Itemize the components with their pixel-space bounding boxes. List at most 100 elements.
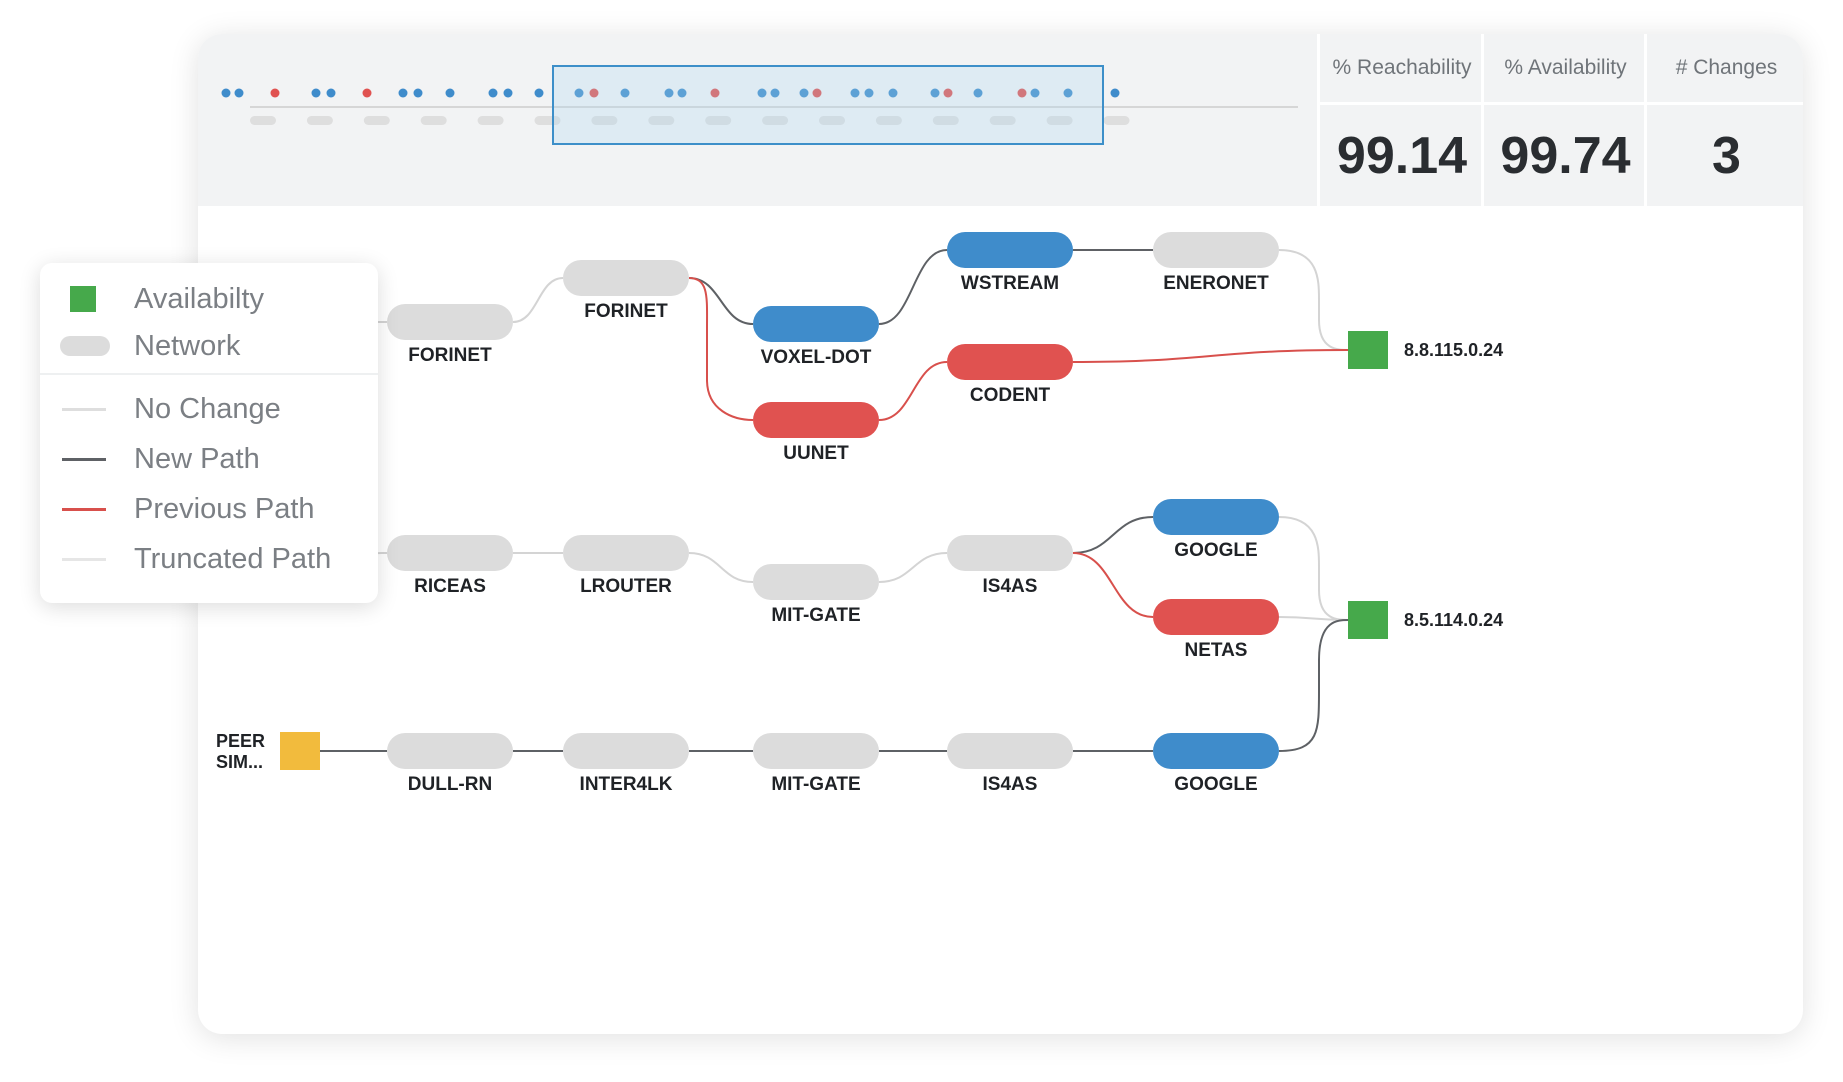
network-node-pill[interactable]: [753, 306, 879, 342]
network-node[interactable]: DULL-RN: [387, 733, 513, 795]
timeline-event-dot[interactable]: [503, 88, 513, 98]
timeline-event-dot[interactable]: [221, 88, 231, 98]
timeline-event-dot[interactable]: [589, 88, 599, 98]
timeline-event-dot[interactable]: [973, 88, 983, 98]
network-node-pill[interactable]: [947, 733, 1073, 769]
timeline-strip[interactable]: [198, 34, 1318, 206]
network-node-pill[interactable]: [1153, 232, 1279, 268]
network-node[interactable]: IS4AS: [947, 733, 1073, 795]
timeline-period-bar[interactable]: [420, 116, 447, 125]
network-node-pill[interactable]: [947, 535, 1073, 571]
destination-prefix[interactable]: 8.5.114.0.24: [1348, 601, 1503, 639]
network-node[interactable]: INTER4LK: [563, 733, 689, 795]
timeline-period-bar[interactable]: [363, 116, 390, 125]
path-edge-previous: [688, 277, 754, 421]
network-node[interactable]: FORINET: [563, 260, 689, 322]
timeline-period-bar[interactable]: [591, 116, 618, 125]
legend-item-truncated-path: Truncated Path: [40, 539, 378, 579]
timeline-event-dot[interactable]: [943, 88, 953, 98]
network-node-label: DULL-RN: [408, 774, 492, 795]
network-node-pill[interactable]: [1153, 499, 1279, 535]
timeline-event-dot[interactable]: [311, 88, 321, 98]
timeline-event-dot[interactable]: [620, 88, 630, 98]
network-node[interactable]: WSTREAM: [947, 232, 1073, 294]
timeline-period-bar[interactable]: [762, 116, 789, 125]
timeline-event-dot[interactable]: [234, 88, 244, 98]
legend-divider: [40, 373, 378, 375]
timeline-event-dot[interactable]: [850, 88, 860, 98]
source-peer[interactable]: PEERSIM...: [216, 731, 320, 772]
stat-availability: % Availability 99.74: [1481, 34, 1647, 206]
timeline-period-bar[interactable]: [648, 116, 675, 125]
timeline-event-dot[interactable]: [864, 88, 874, 98]
network-node[interactable]: GOOGLE: [1153, 733, 1279, 795]
timeline-event-dot[interactable]: [445, 88, 455, 98]
peer-square-icon[interactable]: [280, 732, 320, 770]
path-edge-none: [688, 552, 754, 583]
timeline-event-dot[interactable]: [1110, 88, 1120, 98]
availability-square-icon[interactable]: [1348, 331, 1388, 369]
timeline-period-bar[interactable]: [932, 116, 959, 125]
timeline-event-dot[interactable]: [799, 88, 809, 98]
timeline-event-dot[interactable]: [326, 88, 336, 98]
timeline-event-dot[interactable]: [270, 88, 280, 98]
network-node[interactable]: UUNET: [753, 402, 879, 464]
network-node[interactable]: CODENT: [947, 344, 1073, 406]
network-node[interactable]: MIT-GATE: [753, 733, 879, 795]
timeline-event-dot[interactable]: [398, 88, 408, 98]
timeline-period-bar[interactable]: [250, 116, 276, 125]
network-node[interactable]: GOOGLE: [1153, 499, 1279, 561]
network-node[interactable]: ENERONET: [1153, 232, 1279, 294]
timeline-event-dot[interactable]: [757, 88, 767, 98]
network-node-pill[interactable]: [1153, 733, 1279, 769]
timeline-period-bar[interactable]: [989, 116, 1016, 125]
network-node[interactable]: IS4AS: [947, 535, 1073, 597]
timeline-period-bar[interactable]: [306, 116, 333, 125]
timeline-event-dot[interactable]: [812, 88, 822, 98]
network-node-pill[interactable]: [563, 535, 689, 571]
timeline-period-bar[interactable]: [819, 116, 845, 125]
timeline-period-bar[interactable]: [1046, 116, 1073, 125]
network-node-pill[interactable]: [753, 402, 879, 438]
stat-label: % Reachability: [1320, 34, 1484, 105]
timeline-event-dot[interactable]: [574, 88, 584, 98]
network-node[interactable]: MIT-GATE: [753, 564, 879, 626]
timeline-event-dot[interactable]: [710, 88, 720, 98]
timeline-event-dot[interactable]: [413, 88, 423, 98]
network-node-pill[interactable]: [387, 733, 513, 769]
timeline-selection-window[interactable]: [552, 65, 1104, 145]
timeline-event-dot[interactable]: [677, 88, 687, 98]
network-node[interactable]: NETAS: [1153, 599, 1279, 661]
network-node[interactable]: VOXEL-DOT: [753, 306, 879, 368]
timeline-event-dot[interactable]: [1030, 88, 1040, 98]
network-node-pill[interactable]: [1153, 599, 1279, 635]
timeline-event-dot[interactable]: [1017, 88, 1027, 98]
network-node-label: GOOGLE: [1174, 774, 1257, 795]
path-edge-none: [878, 552, 948, 583]
network-node-pill[interactable]: [947, 344, 1073, 380]
network-node-pill[interactable]: [563, 733, 689, 769]
timeline-event-dot[interactable]: [362, 88, 372, 98]
timeline-event-dot[interactable]: [930, 88, 940, 98]
network-node[interactable]: FORINET: [387, 304, 513, 366]
network-node[interactable]: LROUTER: [563, 535, 689, 597]
timeline-event-dot[interactable]: [664, 88, 674, 98]
network-node-pill[interactable]: [387, 535, 513, 571]
timeline-period-bar[interactable]: [477, 116, 504, 125]
network-node-pill[interactable]: [753, 733, 879, 769]
timeline-period-bar[interactable]: [875, 116, 902, 125]
network-node-pill[interactable]: [947, 232, 1073, 268]
timeline-period-bar[interactable]: [1103, 116, 1130, 125]
timeline-event-dot[interactable]: [488, 88, 498, 98]
network-node[interactable]: RICEAS: [387, 535, 513, 597]
network-node-pill[interactable]: [387, 304, 513, 340]
timeline-event-dot[interactable]: [1063, 88, 1073, 98]
timeline-period-bar[interactable]: [705, 116, 732, 125]
timeline-event-dot[interactable]: [534, 88, 544, 98]
network-node-pill[interactable]: [753, 564, 879, 600]
destination-prefix[interactable]: 8.8.115.0.24: [1348, 331, 1503, 369]
timeline-event-dot[interactable]: [888, 88, 898, 98]
availability-square-icon[interactable]: [1348, 601, 1388, 639]
timeline-event-dot[interactable]: [770, 88, 780, 98]
network-node-pill[interactable]: [563, 260, 689, 296]
